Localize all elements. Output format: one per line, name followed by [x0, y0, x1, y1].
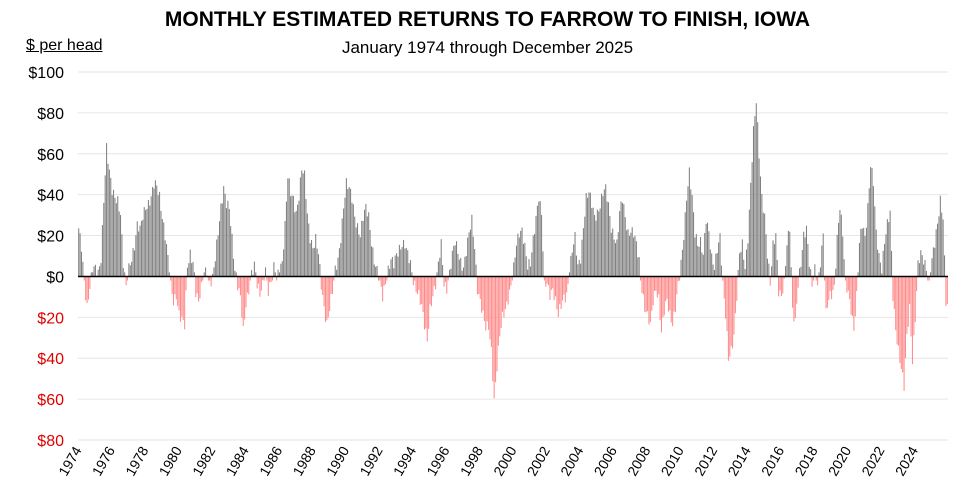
x-tick-label: 2008 [624, 443, 654, 478]
x-tick-label: 1992 [356, 443, 386, 478]
chart-title: MONTHLY ESTIMATED RETURNS TO FARROW TO F… [164, 8, 811, 31]
x-tick-label: 2006 [591, 443, 621, 478]
x-tick-label: 2014 [724, 443, 754, 478]
y-tick-label: $20 [37, 229, 64, 246]
x-tick-label: 1996 [423, 443, 453, 478]
x-tick-label: 1986 [256, 443, 286, 478]
y-tick-label: $80 [37, 433, 64, 450]
y-tick-label: $60 [37, 392, 64, 409]
x-tick-label: 2004 [557, 443, 587, 478]
y-axis-unit-label: $ per head [26, 37, 103, 54]
x-tick-label: 1984 [222, 443, 252, 478]
x-tick-label: 2016 [758, 443, 788, 478]
y-tick-label: $40 [37, 351, 64, 368]
y-tick-label: $80 [37, 106, 64, 123]
x-tick-label: 1998 [457, 443, 487, 478]
x-tick-label: 1994 [390, 443, 420, 478]
x-tick-label: 1980 [156, 443, 186, 478]
x-tick-label: 2020 [825, 443, 855, 478]
x-tick-label: 2012 [691, 443, 721, 478]
x-tick-label: 1982 [189, 443, 219, 478]
x-tick-label: 1978 [122, 443, 152, 478]
y-tick-label: $40 [37, 188, 64, 205]
x-tick-label: 2018 [791, 443, 821, 478]
x-tick-label: 1988 [289, 443, 319, 478]
x-tick-label: 2024 [892, 443, 922, 478]
chart-subtitle: January 1974 through December 2025 [341, 38, 634, 57]
x-tick-label: 1990 [323, 443, 353, 478]
y-tick-label: $20 [37, 310, 64, 327]
y-tick-label: $100 [28, 65, 64, 82]
x-tick-label: 2000 [490, 443, 520, 478]
x-tick-label: 1976 [89, 443, 119, 478]
y-tick-label: $60 [37, 147, 64, 164]
x-tick-label: 2002 [524, 443, 554, 478]
x-tick-label: 2010 [657, 443, 687, 478]
y-tick-label: $0 [46, 269, 64, 286]
x-tick-label: 2022 [858, 443, 888, 478]
